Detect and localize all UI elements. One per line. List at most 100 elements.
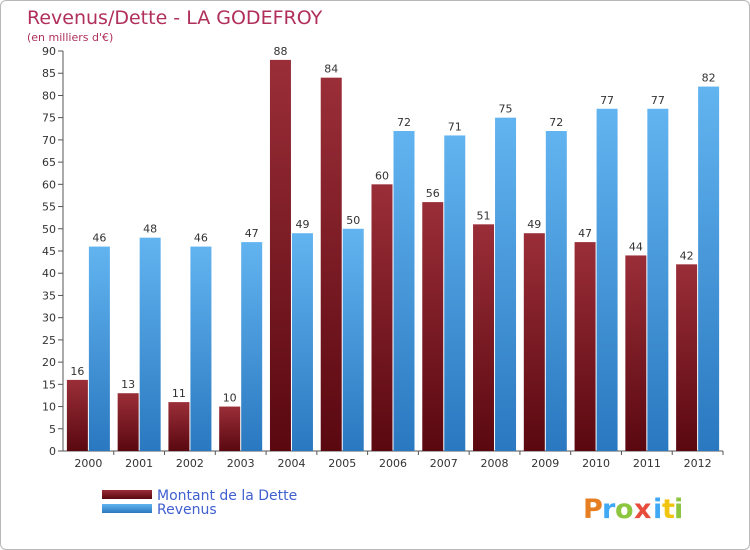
bar-revenus — [291, 233, 313, 451]
x-tick-label: 2004 — [277, 457, 305, 470]
y-tick-label: 30 — [42, 312, 56, 325]
data-label: 46 — [194, 232, 208, 245]
data-label: 49 — [527, 218, 541, 231]
x-tick-label: 2005 — [328, 457, 356, 470]
data-label: 13 — [121, 378, 135, 391]
legend-label-revenus: Revenus — [157, 502, 217, 518]
x-tick-label: 2000 — [74, 457, 102, 470]
y-tick-label: 25 — [42, 334, 56, 347]
x-tick-label: 2011 — [633, 457, 661, 470]
svg-text:o: o — [615, 494, 634, 525]
data-label: 71 — [448, 120, 462, 133]
svg-text:P: P — [583, 494, 603, 525]
y-tick-label: 35 — [42, 289, 56, 302]
y-tick-label: 90 — [42, 45, 56, 58]
svg-text:r: r — [602, 494, 616, 525]
bar-revenus — [393, 131, 415, 451]
data-label: 84 — [324, 63, 338, 76]
bar-revenus — [139, 237, 161, 451]
y-tick-label: 45 — [42, 245, 56, 258]
bar-revenus — [596, 108, 618, 452]
proxiti-logo: P r o x i t i — [583, 494, 683, 525]
data-label: 16 — [70, 365, 84, 378]
bar-debt — [168, 402, 190, 451]
data-label: 47 — [245, 227, 259, 240]
bar-debt — [574, 242, 596, 451]
data-label: 75 — [499, 103, 513, 116]
data-label: 51 — [477, 209, 491, 222]
bar-revenus — [88, 246, 110, 451]
y-tick-label: 40 — [42, 267, 56, 280]
data-label: 60 — [375, 169, 389, 182]
axes: 0 5 10 15 20 25 30 35 40 45 50 55 60 65 70 75 80 85 90 2000… — [42, 45, 724, 470]
x-tick-label: 2009 — [531, 457, 559, 470]
data-label: 47 — [578, 227, 592, 240]
bar-debt — [371, 184, 393, 452]
data-label: 56 — [426, 187, 440, 200]
bar-revenus — [647, 108, 669, 452]
y-tick-label: 75 — [42, 112, 56, 125]
data-label: 77 — [600, 94, 614, 107]
bar-debt — [473, 224, 495, 451]
data-label: 42 — [680, 249, 694, 262]
y-tick-label: 55 — [42, 201, 56, 214]
bar-debt — [269, 59, 291, 452]
bar-debt — [523, 233, 545, 451]
y-tick-label: 50 — [42, 223, 56, 236]
y-tick-label: 85 — [42, 67, 56, 80]
data-label: 11 — [172, 387, 186, 400]
data-label: 46 — [92, 232, 106, 245]
chart-subtitle: (en milliers d'€) — [27, 31, 113, 44]
data-label: 82 — [702, 72, 716, 85]
svg-text:i: i — [653, 494, 662, 525]
data-label: 72 — [549, 116, 563, 129]
legend: Montant de la Dette Revenus — [102, 488, 297, 518]
bar-debt — [422, 202, 444, 451]
bar-debt — [676, 264, 698, 451]
y-tick-label: 5 — [49, 423, 56, 436]
chart-title: Revenus/Dette - LA GODEFROY — [27, 7, 323, 29]
bar-debt — [320, 77, 342, 452]
y-tick-label: 15 — [42, 378, 56, 391]
bar-revenus — [444, 135, 466, 451]
legend-swatch-debt — [102, 490, 152, 499]
svg-text:x: x — [634, 494, 651, 525]
svg-text:i: i — [674, 494, 683, 525]
bars — [66, 59, 720, 452]
legend-label-debt: Montant de la Dette — [157, 488, 297, 504]
data-label: 72 — [397, 116, 411, 129]
y-tick-label: 70 — [42, 134, 56, 147]
data-label: 88 — [273, 45, 287, 58]
bar-debt — [66, 379, 88, 451]
bar-debt — [219, 406, 241, 451]
data-label: 50 — [346, 214, 360, 227]
x-tick-label: 2008 — [481, 457, 509, 470]
x-tick-label: 2007 — [430, 457, 458, 470]
y-tick-label: 65 — [42, 156, 56, 169]
y-tick-label: 0 — [49, 445, 56, 458]
bar-revenus — [495, 117, 517, 452]
bar-revenus — [342, 228, 364, 451]
data-label: 10 — [223, 392, 237, 405]
data-label: 44 — [629, 240, 643, 253]
bar-revenus — [545, 131, 567, 451]
data-label: 77 — [651, 94, 665, 107]
x-tick-label: 2006 — [379, 457, 407, 470]
x-tick-label: 2003 — [227, 457, 255, 470]
x-tick-label: 2012 — [684, 457, 712, 470]
svg-text:t: t — [662, 494, 675, 525]
bar-debt — [625, 255, 647, 451]
y-tick-label: 20 — [42, 356, 56, 369]
bar-revenus — [241, 242, 263, 451]
legend-swatch-revenus — [102, 504, 152, 513]
bar-debt — [117, 393, 139, 451]
x-tick-label: 2002 — [176, 457, 204, 470]
x-tick-label: 2010 — [582, 457, 610, 470]
data-labels: 16 46 13 48 11 46 10 47 88 49 84 50 60 72 56 71 51 75 49 72… — [70, 45, 715, 405]
bar-revenus — [698, 86, 720, 452]
y-tick-label: 80 — [42, 89, 56, 102]
data-label: 48 — [143, 223, 157, 236]
data-label: 49 — [295, 218, 309, 231]
